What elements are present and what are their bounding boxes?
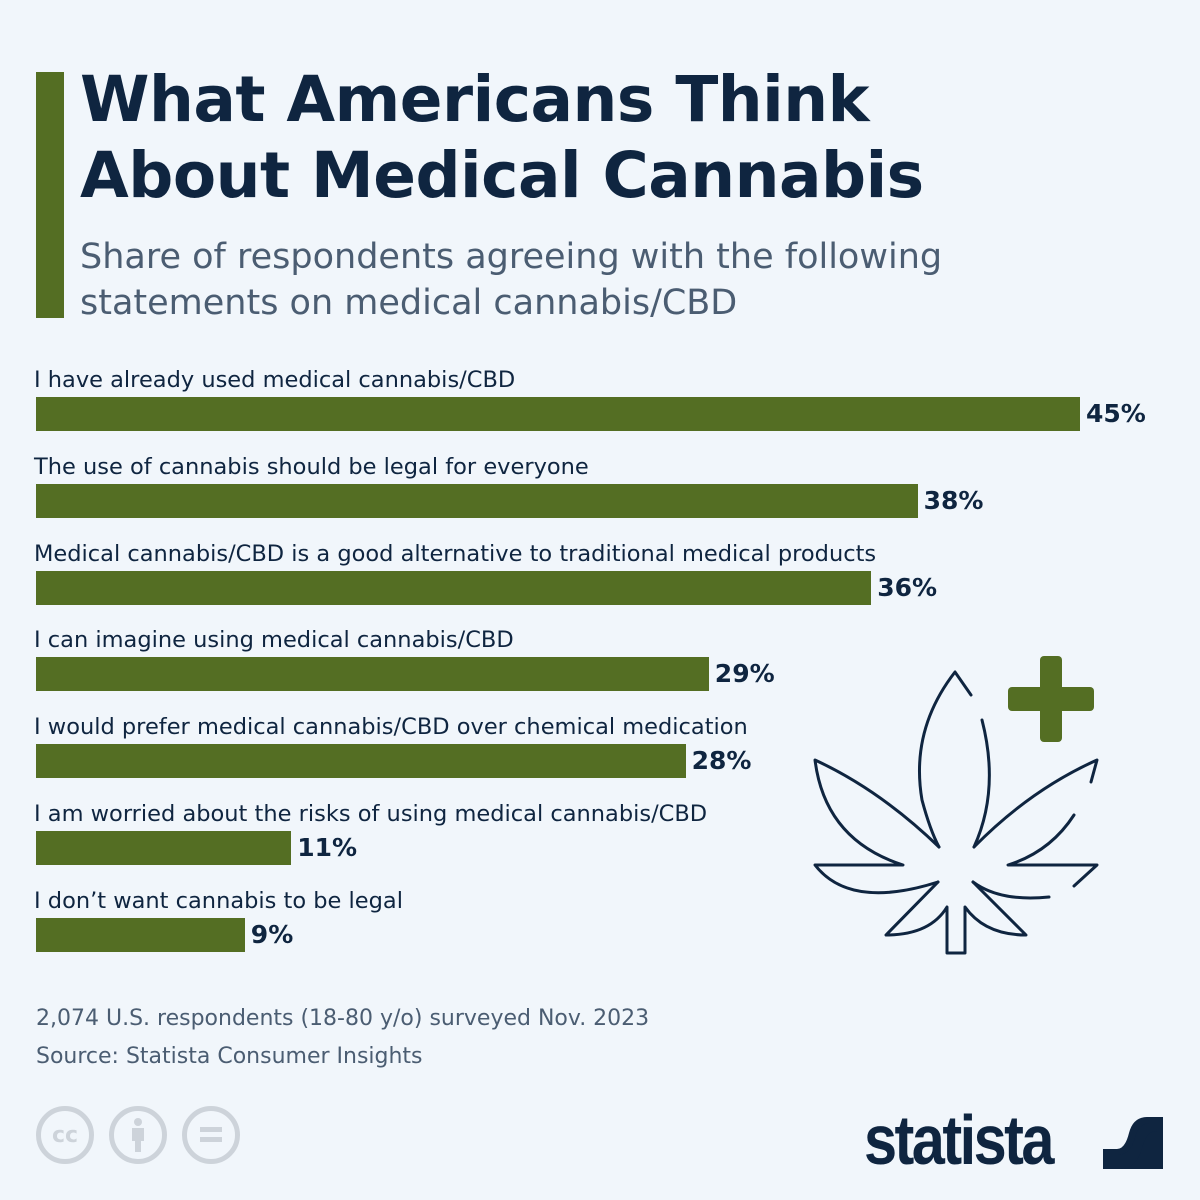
bar-label: I don’t want cannabis to be legal [34, 887, 403, 914]
statista-logo[interactable]: statista [864, 1100, 1163, 1180]
medical-plus-icon [1008, 656, 1094, 742]
bar-value-label: 38% [923, 485, 984, 515]
survey-note: 2,074 U.S. respondents (18-80 y/o) surve… [36, 1006, 650, 1031]
bar-value-label: 28% [691, 746, 752, 776]
license-icons: cc [36, 1106, 240, 1164]
cc-icon[interactable]: cc [36, 1106, 94, 1164]
statista-wordmark: statista [864, 1101, 1054, 1179]
bar [36, 831, 292, 865]
subtitle: Share of respondents agreeing with the f… [80, 237, 943, 323]
bar [36, 397, 1080, 431]
title-line-1: What Americans Think [80, 63, 870, 136]
statista-logo-icon [1103, 1111, 1163, 1169]
bar-label: I am worried about the risks of using me… [34, 801, 708, 827]
bar [36, 483, 918, 518]
source-note: Source: Statista Consumer Insights [36, 1044, 423, 1069]
bar [36, 570, 872, 605]
bar-label: I have already used medical cannabis/CBD [34, 367, 516, 393]
footnote: 2,074 U.S. respondents (18-80 y/o) surve… [36, 1000, 649, 1076]
bar-value-label: 29% [714, 659, 775, 689]
cannabis-leaf-icon [813, 656, 1099, 955]
bar-label: I can imagine using medical cannabis/CBD [34, 627, 514, 654]
bar-value-label: 9% [250, 919, 294, 949]
bar-value-label: 45% [1086, 399, 1146, 428]
title-accent-bar [36, 72, 64, 318]
bar-label: I would prefer medical cannabis/CBD over… [34, 714, 748, 741]
bar-label: Medical cannabis/CBD is a good alternati… [34, 540, 877, 567]
no-derivatives-icon[interactable] [182, 1106, 240, 1164]
bar [36, 744, 686, 779]
bar [36, 917, 245, 952]
title-line-2: About Medical Cannabis [80, 139, 924, 212]
page-title: What Americans Think About Medical Canna… [80, 62, 924, 214]
bar-value-label: 11% [297, 833, 358, 862]
bar-chart: I have already used medical cannabis/CBD… [34, 367, 1146, 952]
attribution-icon[interactable] [109, 1106, 167, 1164]
bar [36, 657, 709, 692]
bar-label: The use of cannabis should be legal for … [34, 453, 589, 480]
bar-value-label: 36% [877, 572, 938, 602]
